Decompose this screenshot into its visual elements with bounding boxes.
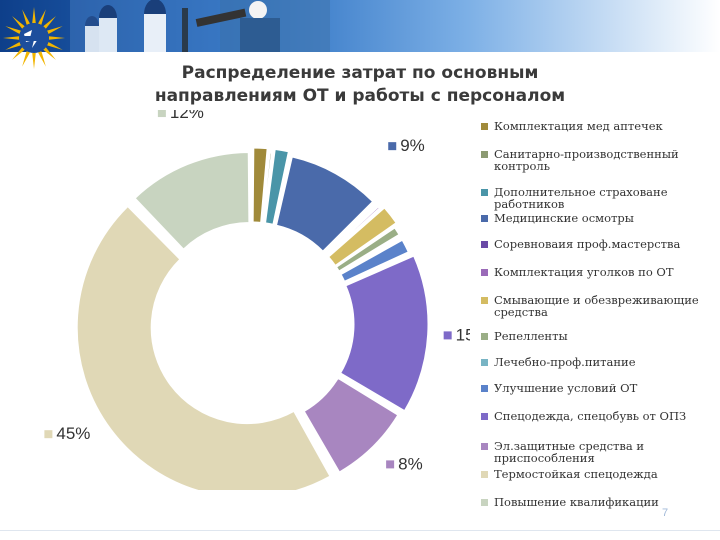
legend-swatch bbox=[481, 269, 488, 276]
legend-label: Эл.защитные средства и приспособления bbox=[494, 439, 645, 465]
legend-label: Лечебно-проф.питание bbox=[494, 355, 636, 369]
legend-label: Санитарно-производственный контроль bbox=[494, 147, 679, 173]
legend-label: Спецодежда, спецобувь от ОПЗ bbox=[494, 409, 687, 423]
donut-slice bbox=[339, 234, 405, 274]
donut-chart: 9% 15% 8% 45% 12% bbox=[44, 110, 470, 490]
donut-slice bbox=[303, 377, 399, 473]
donut-slice bbox=[335, 227, 400, 272]
donut-slice bbox=[134, 151, 250, 250]
legend-swatch bbox=[481, 499, 488, 506]
legend-swatch bbox=[481, 413, 488, 420]
chart-title-line1: Распределение затрат по основным bbox=[181, 63, 539, 83]
legend-label: Комплектация мед аптечек bbox=[494, 119, 663, 133]
data-label: 45% bbox=[56, 424, 90, 443]
legend-label: Дополнительное страховане работников bbox=[494, 185, 668, 211]
company-logo bbox=[2, 6, 66, 70]
data-label-swatch bbox=[386, 460, 395, 469]
data-label: 15% bbox=[456, 325, 470, 344]
donut-slice bbox=[262, 152, 272, 224]
data-label-swatch bbox=[44, 430, 53, 439]
legend-swatch bbox=[481, 333, 488, 340]
legend-swatch bbox=[481, 151, 488, 158]
donut-slice bbox=[340, 239, 409, 282]
legend-swatch bbox=[481, 123, 488, 130]
legend-label: Соревноваия проф.мастерства bbox=[494, 237, 681, 251]
legend-swatch bbox=[481, 189, 488, 196]
legend-swatch bbox=[481, 385, 488, 392]
header-banner bbox=[0, 0, 720, 52]
chart-title: Распределение затрат по основным направл… bbox=[130, 62, 590, 108]
donut-slice bbox=[326, 206, 380, 256]
legend-label: Улучшение условий ОТ bbox=[494, 381, 638, 395]
legend-label: Медицинские осмотры bbox=[494, 211, 634, 225]
legend-label: Смывающие и обезвреживающие средства bbox=[494, 293, 699, 319]
footer-divider bbox=[0, 530, 720, 531]
legend-swatch bbox=[481, 297, 488, 304]
data-label-swatch bbox=[443, 331, 452, 340]
legend-swatch bbox=[481, 443, 488, 450]
legend-swatch bbox=[481, 471, 488, 478]
header-photo-illustration bbox=[70, 0, 330, 52]
donut-slice bbox=[340, 255, 429, 412]
donut-slice bbox=[275, 156, 374, 252]
data-label-swatch bbox=[388, 142, 397, 151]
legend-label: Репелленты bbox=[494, 329, 568, 343]
donut-slice bbox=[328, 207, 397, 266]
data-label: 9% bbox=[400, 136, 425, 155]
legend-swatch bbox=[481, 359, 488, 366]
donut-slice bbox=[264, 148, 289, 225]
page-number: 7 bbox=[662, 507, 669, 519]
donut-slice bbox=[324, 201, 380, 255]
data-label-swatch bbox=[157, 110, 166, 118]
donut-slice bbox=[252, 147, 268, 223]
legend-label: Комплектация уголков по ОТ bbox=[494, 265, 674, 279]
chart-title-line2: направлениям ОТ и работы с персоналом bbox=[154, 86, 566, 106]
data-label: 8% bbox=[398, 454, 423, 473]
donut-slice bbox=[76, 205, 331, 490]
legend-label: Повышение квалификации bbox=[494, 495, 659, 509]
legend-swatch bbox=[481, 215, 488, 222]
legend-swatch bbox=[481, 241, 488, 248]
data-label: 12% bbox=[170, 110, 204, 122]
legend-label: Термостойкая спецодежда bbox=[494, 467, 658, 481]
